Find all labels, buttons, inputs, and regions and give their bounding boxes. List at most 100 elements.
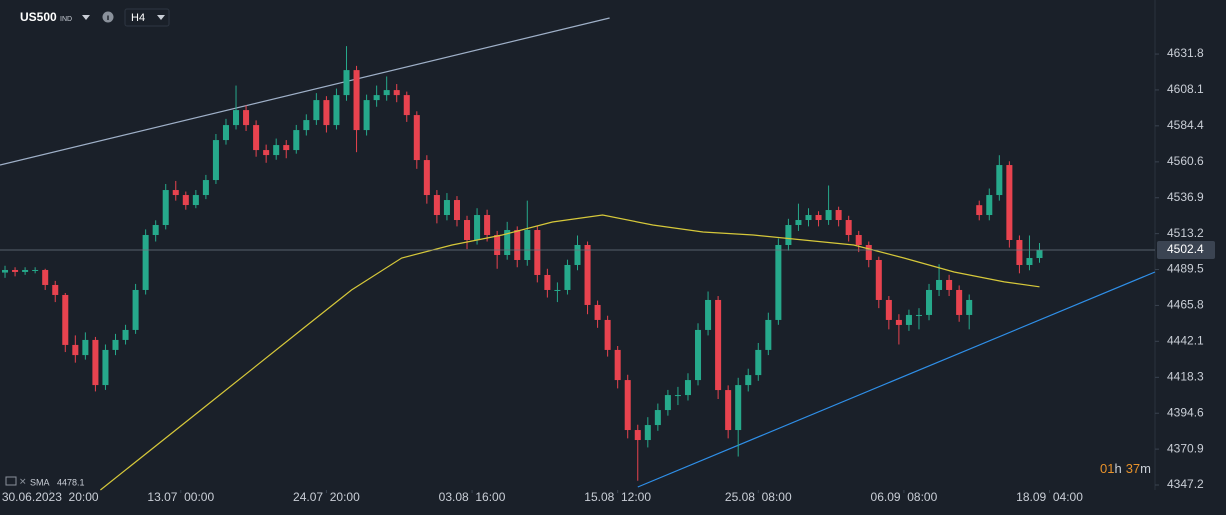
candle-body <box>122 329 129 340</box>
candle-body <box>634 430 641 441</box>
candle-body <box>554 289 561 291</box>
candle-body <box>273 145 280 156</box>
candle-body <box>403 95 410 116</box>
x-tick-label: 30.06.2023 20:00 <box>2 490 99 504</box>
candle-body <box>684 380 691 396</box>
candle-body <box>453 200 460 221</box>
candle-body <box>142 235 149 290</box>
candle-body <box>303 120 310 131</box>
candle-body <box>283 145 290 151</box>
x-tick-label: 24.07 20:00 <box>293 490 360 504</box>
candle-body <box>443 200 450 216</box>
candle-body <box>82 339 89 356</box>
candle-body <box>172 190 179 196</box>
indicator-legend: ✕ SMA 4478.1 <box>5 476 85 487</box>
candle-body <box>112 339 119 350</box>
x-tick-label: 18.09 04:00 <box>1016 490 1083 504</box>
candle-body <box>393 90 400 96</box>
candle-body <box>152 225 159 236</box>
candle-body <box>624 380 631 431</box>
candle-body <box>996 165 1003 196</box>
candle-body <box>2 269 9 273</box>
candle-body <box>333 95 340 126</box>
y-tick-label: 4442.1 <box>1167 333 1204 347</box>
candle-body <box>936 279 943 290</box>
candle-body <box>745 375 752 386</box>
candle-body <box>875 259 882 300</box>
candle-body <box>22 269 29 272</box>
x-tick-label: 15.08 12:00 <box>584 490 651 504</box>
candle-body <box>544 274 551 290</box>
candle-body <box>222 125 229 141</box>
symbol-type: IND <box>60 16 72 23</box>
candle-body <box>514 230 521 260</box>
candle-body <box>986 195 993 216</box>
candle-body <box>946 279 953 290</box>
countdown-hours: 01 <box>1100 461 1114 476</box>
candle-body <box>845 220 852 236</box>
candle-body <box>755 349 762 376</box>
candle-body <box>202 180 209 196</box>
candle-body <box>32 269 39 271</box>
candle-body <box>423 160 430 196</box>
symbol[interactable]: US500 <box>20 10 57 24</box>
legend-icon-x[interactable]: ✕ <box>19 476 27 486</box>
legend-icon[interactable] <box>5 476 17 486</box>
candle-body <box>905 314 912 325</box>
candle-body <box>805 215 812 221</box>
candle-body <box>604 319 611 350</box>
candle-body <box>42 269 49 285</box>
y-tick-label: 4560.6 <box>1167 154 1204 168</box>
y-tick-label: 4394.6 <box>1167 405 1204 419</box>
dropdown-arrow[interactable] <box>82 15 90 20</box>
candle-body <box>363 100 370 131</box>
candle-body <box>976 205 983 216</box>
y-tick-label: 4536.9 <box>1167 190 1204 204</box>
y-tick-label: 4608.1 <box>1167 82 1204 96</box>
candle-body <box>1026 258 1033 265</box>
header: US500 IND H4 <box>20 8 170 27</box>
candle-body <box>885 299 892 320</box>
candle-body <box>1036 249 1043 259</box>
trend-line <box>0 17 610 166</box>
y-tick-label: 4513.2 <box>1167 226 1204 240</box>
plot-area <box>0 17 1156 491</box>
candle-body <box>695 329 702 381</box>
candle-body <box>413 115 420 161</box>
y-tick-label: 4489.5 <box>1167 262 1204 276</box>
trend-line <box>637 271 1156 488</box>
candle-body <box>735 385 742 431</box>
candle-body <box>313 100 320 121</box>
candle-body <box>323 100 330 126</box>
candle-body <box>1016 240 1023 265</box>
candle-body <box>132 289 139 330</box>
timeframe-box[interactable] <box>124 8 170 27</box>
candle-body <box>926 289 933 315</box>
candle-body <box>785 225 792 245</box>
candle-body <box>494 235 501 255</box>
candle-body <box>644 425 651 441</box>
candle-body <box>263 150 270 156</box>
dropdown-arrow[interactable] <box>157 15 165 20</box>
sma-line <box>100 214 1040 491</box>
countdown-m: m <box>1140 461 1151 476</box>
candle-body <box>524 230 531 260</box>
timeframe: H4 <box>131 12 145 24</box>
candle-body <box>433 195 440 216</box>
candle-body <box>162 190 169 226</box>
candle-body <box>795 220 802 226</box>
x-tick-label: 25.08 08:00 <box>725 490 792 504</box>
candle-body <box>564 264 571 290</box>
candle-body <box>464 220 471 241</box>
candle-body <box>966 299 973 315</box>
candle-body <box>253 125 260 151</box>
candle-body <box>343 70 350 96</box>
candle-body <box>674 395 681 397</box>
candle-body <box>72 344 79 356</box>
countdown-h: h <box>1114 461 1121 476</box>
x-tick-label: 13.07 00:00 <box>147 490 214 504</box>
candle-body <box>212 140 219 181</box>
candle-body <box>474 215 481 241</box>
candle-body <box>534 230 541 275</box>
